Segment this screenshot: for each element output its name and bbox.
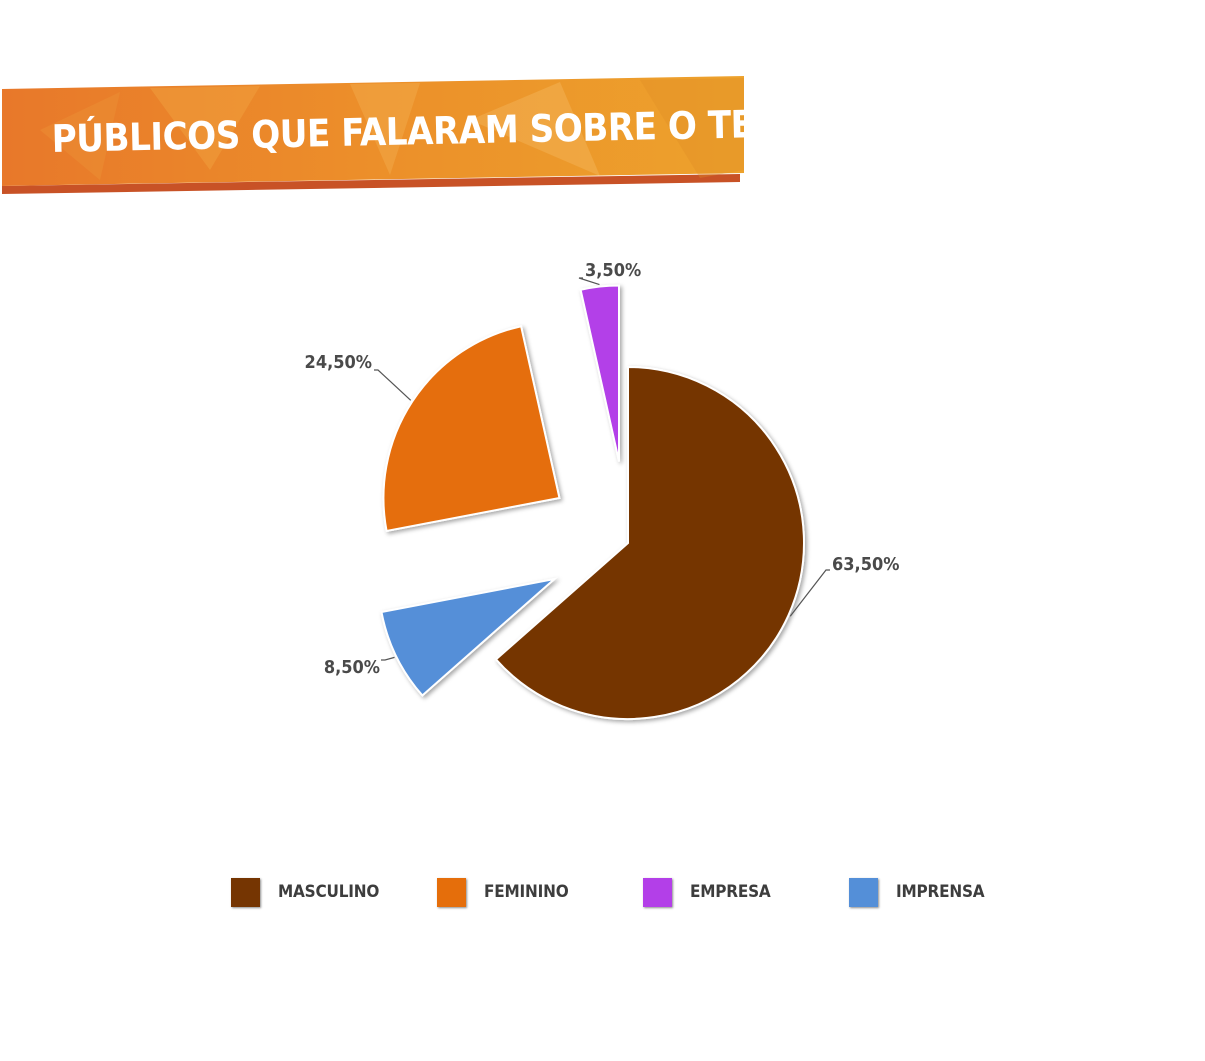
legend-swatch-empresa	[643, 877, 672, 907]
legend-swatch-imprensa	[849, 877, 878, 907]
legend-swatch-feminino	[437, 877, 466, 907]
legend-item-imprensa: IMPRENSA	[849, 876, 985, 908]
legend-label-feminino: FEMININO	[484, 882, 569, 902]
pie-slice-masculino	[494, 365, 805, 720]
banner-ribbon	[2, 76, 744, 186]
legend-label-empresa: EMPRESA	[690, 882, 771, 902]
leader-line-feminino	[374, 369, 412, 401]
legend-label-imprensa: IMPRENSA	[896, 882, 985, 902]
legend-item-feminino: FEMININO	[437, 876, 569, 908]
data-label-feminino: 24,50%	[305, 352, 372, 373]
pie-slice-feminino	[382, 325, 561, 533]
legend-swatch-masculino	[231, 877, 260, 907]
banner-shadow	[2, 174, 740, 194]
data-label-masculino: 63,50%	[832, 554, 899, 575]
leader-line-imprensa	[381, 656, 395, 661]
title-banner: PÚBLICOS QUE FALARAM SOBRE O TEMA	[2, 76, 760, 194]
legend-label-masculino: MASCULINO	[278, 882, 380, 902]
legend-item-empresa: EMPRESA	[643, 876, 771, 908]
pie-slice-imprensa	[380, 577, 558, 697]
leader-line-empresa	[578, 277, 600, 286]
legend-item-masculino: MASCULINO	[231, 876, 379, 908]
leader-line-masculino	[789, 569, 830, 617]
data-label-empresa: 3,50%	[585, 260, 641, 281]
data-label-imprensa: 8,50%	[324, 657, 380, 678]
pie-slice-empresa	[579, 284, 621, 462]
